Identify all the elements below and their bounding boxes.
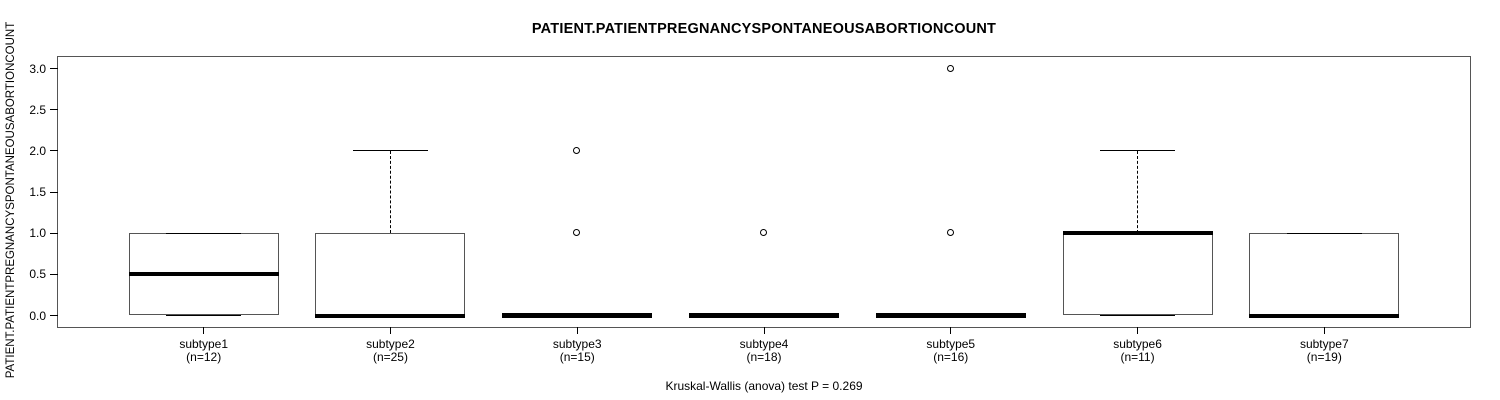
x-axis-tick — [950, 327, 952, 334]
group-label-n: (n=19) — [1306, 350, 1342, 364]
group-label-name: subtype3 — [552, 337, 602, 351]
median-line — [689, 313, 839, 318]
group-label-name: subtype2 — [366, 337, 415, 351]
group-label-n: (n=16) — [933, 350, 969, 364]
group-label-name: subtype4 — [739, 337, 789, 351]
upper-whisker — [389, 150, 391, 234]
group-label: subtype4 (n=18) — [671, 338, 857, 364]
upper-whisker — [1137, 150, 1139, 234]
iqr-box — [315, 233, 466, 316]
group-label-n: (n=15) — [559, 350, 595, 364]
outlier-point — [946, 64, 954, 72]
lower-whisker-cap — [166, 315, 242, 316]
group-label-n: (n=11) — [1120, 350, 1155, 364]
group-label-name: subtype7 — [1299, 337, 1349, 351]
upper-whisker-cap — [1286, 232, 1362, 234]
outlier-point — [760, 229, 767, 237]
median-line — [1249, 313, 1400, 318]
group-label-name: subtype6 — [1113, 337, 1162, 351]
group-label-n: (n=18) — [746, 350, 782, 364]
median-line — [875, 313, 1026, 318]
x-axis-tick — [576, 327, 578, 334]
median-line — [502, 313, 653, 318]
group-label-n: (n=25) — [372, 350, 408, 364]
x-axis-tick — [763, 327, 765, 334]
plot-area — [57, 56, 1471, 328]
median-line — [1062, 231, 1213, 236]
group-label-name: subtype1 — [179, 337, 229, 351]
chart-title: PATIENT.PATIENTPREGNANCYSPONTANEOUSABORT… — [531, 21, 997, 37]
group-label: subtype3 (n=15) — [484, 338, 670, 364]
upper-whisker-cap — [166, 232, 242, 234]
outlier-point — [946, 229, 954, 237]
median-line — [128, 272, 279, 277]
x-axis-tick — [389, 327, 391, 334]
outlier-point — [573, 146, 581, 154]
iqr-box — [1062, 233, 1213, 316]
outlier-point — [573, 229, 581, 237]
x-axis-tick — [203, 327, 205, 334]
stat-annotation: Kruskal-Wallis (anova) test P = 0.269 — [665, 379, 863, 393]
group-label: subtype1 (n=12) — [111, 338, 297, 364]
group-label-n: (n=12) — [186, 350, 222, 364]
group-label: subtype7 (n=19) — [1231, 338, 1417, 364]
iqr-box — [1249, 233, 1400, 316]
group-label: subtype2 (n=25) — [297, 338, 483, 364]
x-axis-tick — [1137, 327, 1139, 334]
upper-whisker-cap — [1100, 150, 1176, 152]
x-axis-tick — [1323, 327, 1325, 334]
group-label-name: subtype5 — [926, 337, 976, 351]
group-label: subtype6 (n=11) — [1045, 338, 1231, 364]
median-line — [315, 313, 466, 318]
upper-whisker-cap — [352, 150, 428, 152]
group-label: subtype5 (n=16) — [858, 338, 1044, 364]
lower-whisker-cap — [1100, 315, 1176, 316]
y-axis-label: PATIENT.PATIENTPREGNANCYSPONTANEOUSABORT… — [5, 21, 17, 379]
